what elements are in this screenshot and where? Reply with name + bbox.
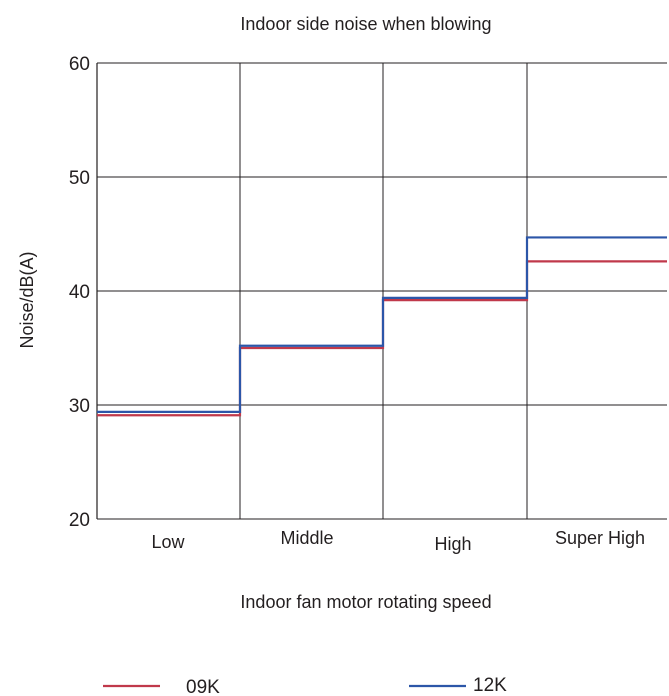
x-axis-label: Indoor fan motor rotating speed — [240, 592, 491, 612]
x-tick-label: Low — [151, 532, 185, 552]
y-tick-label: 50 — [69, 168, 90, 189]
x-tick-label: Super High — [555, 528, 645, 548]
legend-label-09K: 09K — [186, 677, 220, 696]
y-tick-label: 20 — [69, 510, 90, 531]
series-lines — [97, 236, 667, 417]
series-line-12K — [97, 236, 667, 413]
y-tick-label: 40 — [69, 282, 90, 303]
x-tick-label: High — [434, 534, 471, 554]
y-tick-label: 30 — [69, 396, 90, 417]
legend: 09K 12K — [103, 675, 507, 696]
grid — [96, 62, 667, 520]
chart-title: Indoor side noise when blowing — [240, 14, 491, 34]
y-tick-labels: 20 30 40 50 60 — [69, 54, 90, 531]
y-tick-label: 60 — [69, 54, 90, 75]
x-tick-label: Middle — [280, 528, 333, 548]
y-axis-label: Noise/dB(A) — [17, 251, 37, 348]
legend-label-12K: 12K — [473, 675, 507, 696]
x-tick-labels: Low Middle High Super High — [151, 528, 645, 554]
